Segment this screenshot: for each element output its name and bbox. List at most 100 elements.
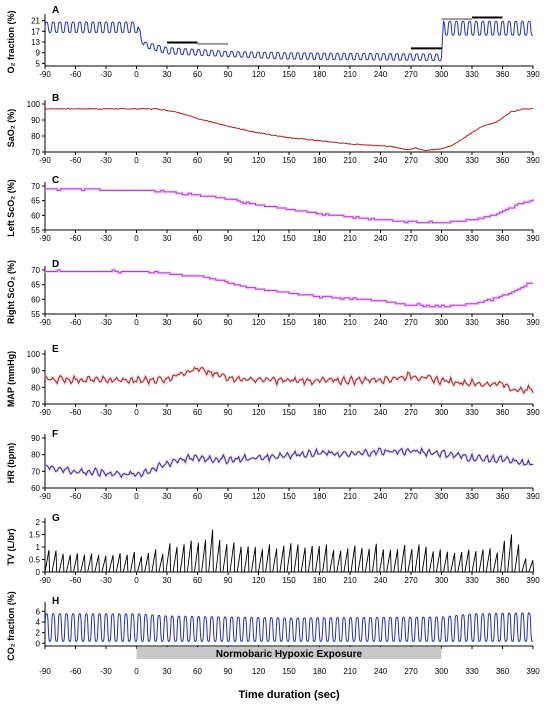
x-tick-label: 90 [224, 492, 233, 501]
x-tick-label: -60 [70, 234, 82, 243]
y-tick-label: 0 [36, 639, 41, 648]
x-tick-label: -30 [100, 408, 112, 417]
x-tick-label: 180 [313, 318, 327, 327]
x-tick-label: 120 [252, 70, 266, 79]
exposure-bar [136, 647, 442, 659]
y-axis-label: TV (L/br) [6, 529, 16, 566]
x-tick-label: 210 [343, 576, 357, 585]
x-tick-label: 210 [343, 70, 357, 79]
panel-d: D 55 60 65 70 -90 -60 -30 0 30 60 90 120 150 180 210 240… [6, 259, 540, 327]
x-tick-label: 330 [465, 70, 479, 79]
y-axis-label: SaO₂ (%) [6, 109, 16, 148]
x-tick-label: 60 [193, 408, 202, 417]
y-tick-label: 70 [31, 400, 40, 409]
y-tick-label: 1 [36, 543, 41, 552]
series-line [44, 529, 535, 573]
y-tick-label: 9 [36, 49, 41, 58]
x-tick-label: 240 [374, 667, 388, 676]
x-tick-label: 390 [526, 318, 540, 327]
x-tick-label: 150 [282, 667, 296, 676]
x-tick-label: 90 [224, 576, 233, 585]
x-tick-label: -90 [39, 408, 51, 417]
panel-letter: A [52, 5, 59, 16]
y-tick-label: 5 [36, 59, 41, 68]
series-line [44, 612, 534, 642]
x-tick-label: -30 [100, 492, 112, 501]
series-line [44, 107, 534, 151]
x-tick-label: 150 [282, 234, 296, 243]
x-tick-label: 30 [163, 70, 172, 79]
x-tick-label: 270 [404, 408, 418, 417]
y-tick-label: 80 [31, 451, 40, 460]
x-tick-label: 330 [465, 667, 479, 676]
x-tick-label: 210 [343, 408, 357, 417]
series-line [44, 20, 534, 62]
x-tick-label: 0 [134, 576, 139, 585]
x-tick-label: 120 [252, 492, 266, 501]
y-tick-label: 80 [31, 132, 40, 141]
x-tick-label: 30 [163, 156, 172, 165]
x-tick-label: 0 [134, 234, 139, 243]
y-tick-label: 70 [31, 182, 40, 191]
x-tick-label: -30 [100, 576, 112, 585]
y-tick-label: 17 [31, 27, 40, 36]
x-tick-label: -30 [100, 667, 112, 676]
x-tick-label: 330 [465, 156, 479, 165]
y-tick-label: 90 [31, 434, 40, 443]
x-tick-label: 390 [526, 667, 540, 676]
x-tick-label: 60 [193, 156, 202, 165]
x-tick-label: 360 [496, 408, 510, 417]
exposure-label: Normobaric Hypoxic Exposure [216, 649, 363, 660]
panel-letter: E [52, 344, 59, 355]
x-tick-label: 120 [252, 318, 266, 327]
x-tick-label: 270 [404, 576, 418, 585]
x-tick-label: 330 [465, 408, 479, 417]
series-line [45, 269, 533, 308]
x-tick-label: 270 [404, 318, 418, 327]
x-tick-label: 270 [404, 70, 418, 79]
x-tick-label: 240 [374, 234, 388, 243]
x-tick-label: 60 [193, 576, 202, 585]
x-tick-label: 180 [313, 667, 327, 676]
x-tick-label: 90 [224, 667, 233, 676]
x-tick-label: -30 [100, 156, 112, 165]
x-tick-label: -90 [39, 576, 51, 585]
x-tick-label: 60 [193, 70, 202, 79]
x-tick-label: 240 [374, 408, 388, 417]
x-tick-label: 390 [526, 234, 540, 243]
y-tick-label: 13 [31, 38, 40, 47]
x-tick-label: 210 [343, 234, 357, 243]
x-tick-label: 330 [465, 318, 479, 327]
series-line [44, 447, 534, 479]
x-tick-label: 390 [526, 576, 540, 585]
x-tick-label: -60 [70, 408, 82, 417]
y-tick-label: 55 [31, 310, 40, 319]
x-tick-label: 30 [163, 318, 172, 327]
x-axis-label: Time duration (sec) [238, 689, 340, 701]
panel-letter: F [52, 429, 58, 440]
panel-c: C 55 60 65 70 -90 -60 -30 0 30 60 90 120 150 180 210 240… [6, 175, 540, 243]
x-tick-label: 360 [496, 576, 510, 585]
x-tick-label: 150 [282, 576, 296, 585]
y-tick-label: 55 [31, 226, 40, 235]
y-tick-label: 70 [31, 467, 40, 476]
x-tick-label: 90 [224, 70, 233, 79]
x-tick-label: 0 [134, 318, 139, 327]
y-tick-label: 0 [36, 568, 41, 577]
x-tick-label: 90 [224, 318, 233, 327]
x-tick-label: 270 [404, 492, 418, 501]
x-tick-label: -90 [39, 156, 51, 165]
panel-h: H 02 4 6 CO₂ fraction (%) [6, 591, 534, 661]
x-tick-label: 30 [163, 667, 172, 676]
panel-f: F 60 70 80 90 -90 -60 -30 0 30 60 90 120 150 180 210 240… [6, 429, 540, 501]
x-tick-label: 240 [374, 492, 388, 501]
y-tick-label: 2 [36, 518, 41, 527]
x-tick-label: -60 [70, 156, 82, 165]
x-tick-label: 30 [163, 408, 172, 417]
x-tick-label: 330 [465, 234, 479, 243]
x-tick-label: 150 [282, 492, 296, 501]
x-tick-label: -90 [39, 667, 51, 676]
x-tick-label: 360 [496, 70, 510, 79]
x-tick-label: 330 [465, 492, 479, 501]
